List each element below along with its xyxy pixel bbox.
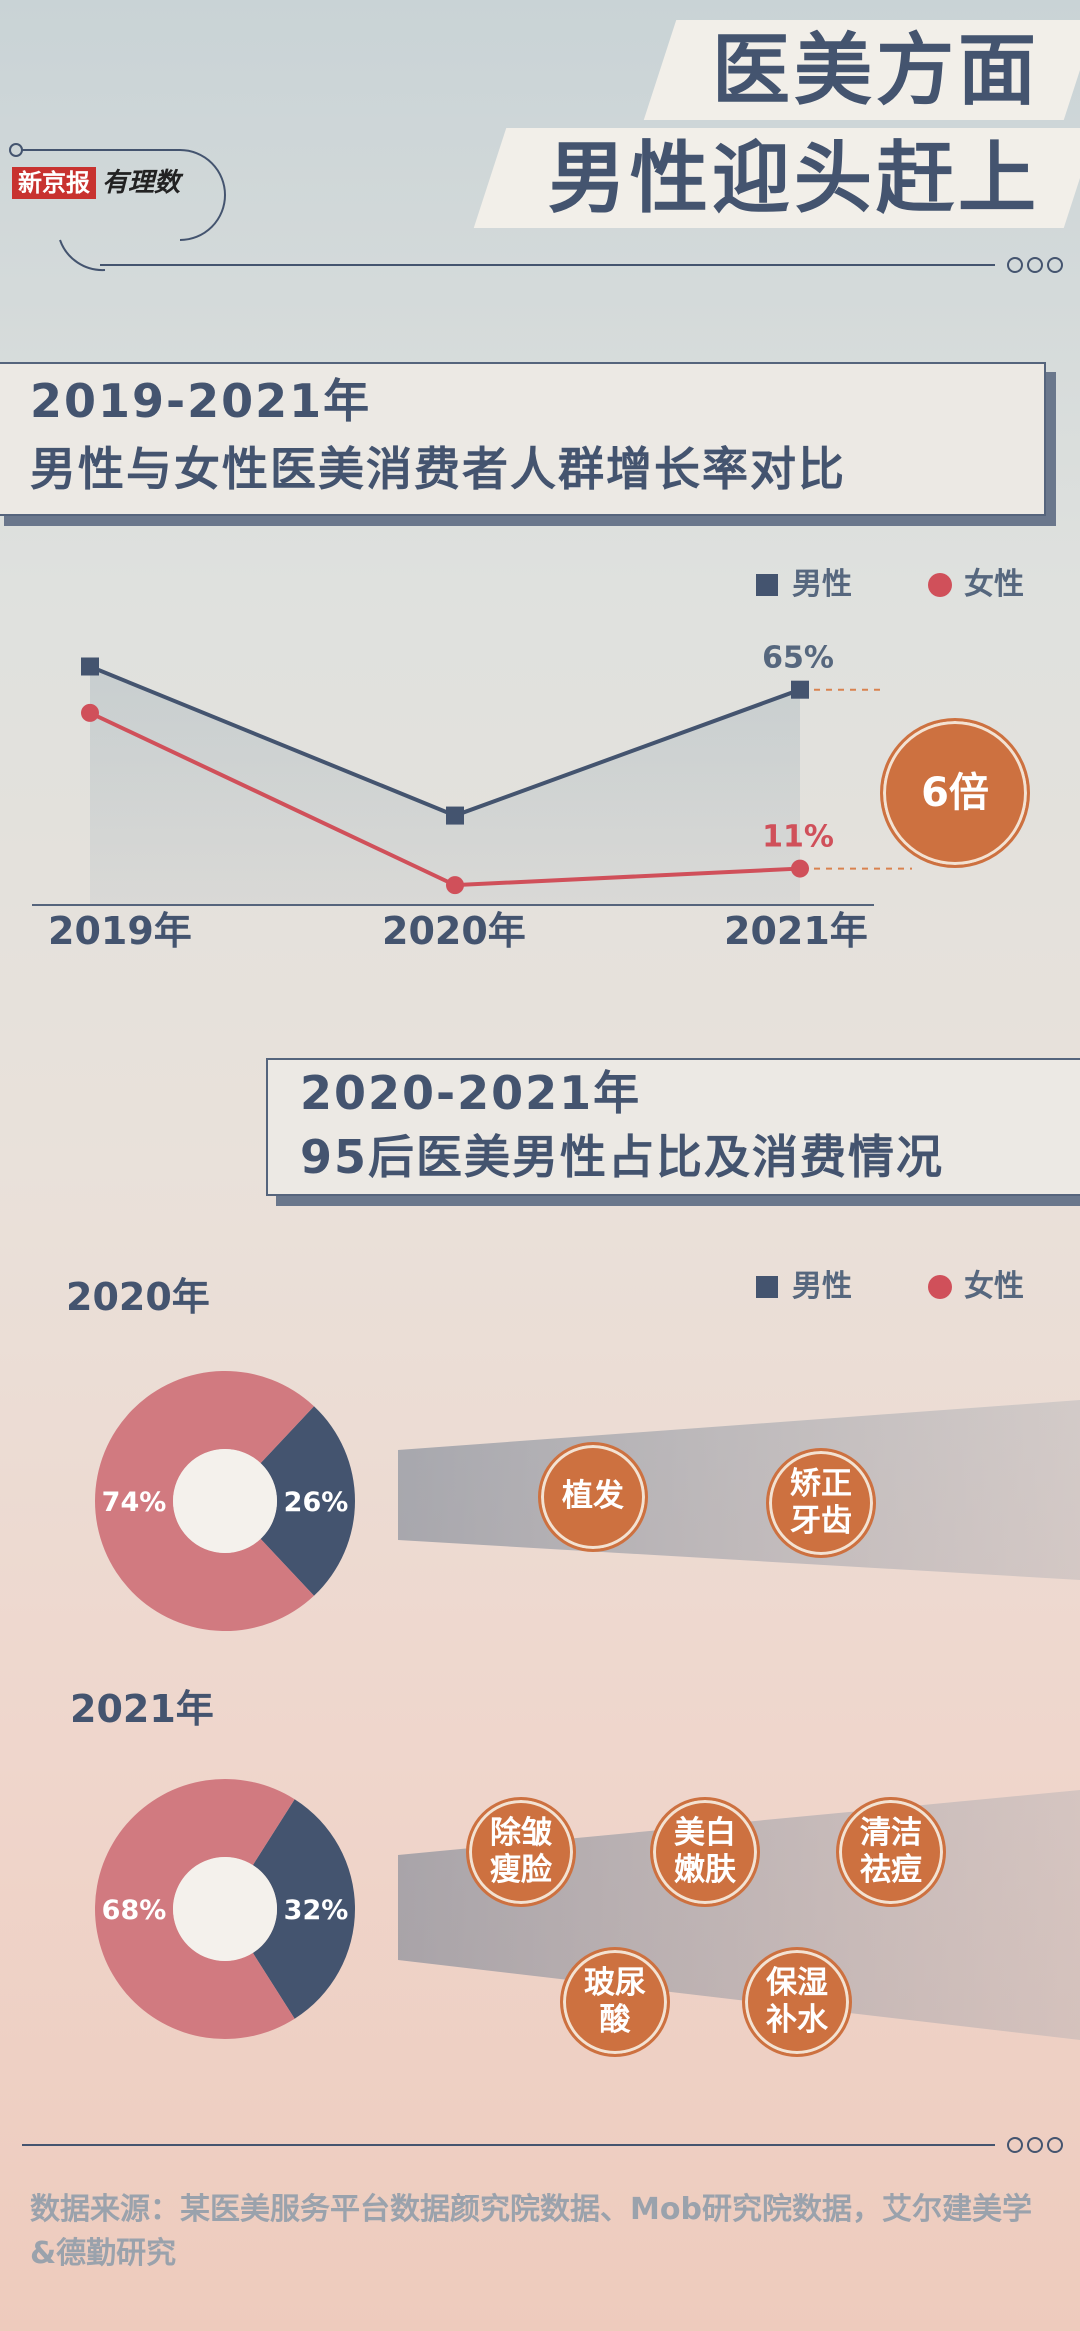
female-slice — [95, 1779, 295, 2039]
pie2021-year-label: 2021年 — [70, 1687, 214, 1731]
section2-title-line1: 2020-2021年 — [300, 1066, 642, 1120]
legend2-female-label: 女性 — [964, 1269, 1024, 1304]
male-point-2019年 — [81, 657, 99, 676]
item2021-item-5: 保湿 补水 — [742, 1947, 852, 2057]
female-point-2021年 — [791, 859, 809, 878]
item2021-item-line2: 祛痘 — [860, 1852, 922, 1888]
item2021-item-text: 保湿 补水 — [766, 1965, 828, 2039]
item2021-item-text: 美白 嫩肤 — [674, 1815, 736, 1889]
logo-brand: 新京报 — [12, 166, 96, 200]
male-point-2020年 — [446, 806, 464, 825]
section1-title-line1: 2019-2021年 — [30, 374, 372, 428]
legend1-female-swatch — [928, 573, 952, 597]
male-percent-label: 26% — [284, 1487, 349, 1518]
male-2021-value-label: 65% — [762, 641, 834, 676]
line-chart: 65% 11% — [32, 641, 912, 906]
item2020-item-line2: 牙齿 — [790, 1503, 852, 1539]
legend1-male-label: 男性 — [792, 567, 852, 602]
item2021-item-1: 除皱 瘦脸 — [466, 1797, 576, 1907]
logo-sub: 有理数 — [102, 168, 181, 198]
data-source-note: 数据来源：某医美服务平台数据颜究院数据、Mob研究院数据，艾尔建美学&德勤研究 — [30, 2192, 1032, 2271]
item2021-item-text: 玻尿酸 — [584, 1965, 646, 2039]
item2020-item-1: 植发 — [538, 1442, 648, 1552]
item2021-item-text: 除皱 瘦脸 — [490, 1815, 552, 1889]
item2020-item-2: 矫正 牙齿 — [766, 1448, 876, 1558]
female-percent-label: 68% — [102, 1895, 167, 1926]
xtick-2019: 2019年 — [48, 909, 192, 953]
item2020-item-text: 植发 — [562, 1478, 624, 1515]
legend2-male-swatch — [756, 1276, 778, 1298]
section1-title-box — [0, 362, 1046, 516]
item2021-item-line1: 保湿 — [766, 1964, 828, 2001]
male-slice — [260, 1406, 355, 1596]
item2021-item-text: 清洁 祛痘 — [860, 1815, 922, 1889]
section2-title-line2: 95后医美男性占比及消费情况 — [300, 1130, 945, 1184]
item2020-item-line1: 植发 — [562, 1478, 624, 1515]
item2021-item-line2: 瘦脸 — [490, 1852, 552, 1888]
section1-title-line2: 男性与女性医美消费者人群增长率对比 — [30, 442, 846, 496]
item2021-item-line1: 除皱 — [490, 1814, 552, 1851]
logo: 新京报 有理数 — [12, 165, 180, 201]
legend2-male-label: 男性 — [792, 1269, 852, 1304]
donut-hole — [173, 1449, 277, 1553]
female-point-2019年 — [81, 703, 99, 722]
item2021-item-line2: 嫩肤 — [674, 1852, 736, 1888]
xtick-2020: 2020年 — [382, 909, 526, 953]
section2-title-box — [266, 1058, 1080, 1196]
item2021-item-line1: 美白 — [674, 1814, 736, 1851]
item2021-item-2: 美白 嫩肤 — [650, 1797, 760, 1907]
donut-hole — [173, 1857, 277, 1961]
legend2-female-swatch — [928, 1275, 952, 1299]
female-point-2020年 — [446, 876, 464, 895]
female-percent-label: 74% — [102, 1487, 167, 1518]
legend1-female-label: 女性 — [964, 567, 1024, 602]
item2021-item-4: 玻尿酸 — [560, 1947, 670, 2057]
header-frame — [9, 143, 1063, 273]
item2021-item-line1: 清洁 — [860, 1814, 922, 1851]
item2021-item-3: 清洁 祛痘 — [836, 1797, 946, 1907]
xtick-2021: 2021年 — [724, 909, 868, 953]
item2021-item-line2: 补水 — [766, 2002, 828, 2038]
male-area — [90, 666, 800, 905]
footer-line — [22, 2137, 1063, 2153]
item2021-item-line1: 玻尿 — [584, 1964, 646, 2001]
female-2021-value-label: 11% — [762, 820, 834, 855]
donut-chart-2021: 32% 68% — [95, 1779, 356, 2039]
pie2020-year-label: 2020年 — [66, 1275, 210, 1319]
item2020-item-line1: 矫正 — [790, 1465, 852, 1502]
item2020-item-text: 矫正 牙齿 — [790, 1466, 852, 1540]
main-title-line1: 医美方面 — [711, 26, 1040, 116]
female-slice — [94, 1371, 314, 1631]
male-percent-label: 32% — [284, 1895, 349, 1926]
donut-chart-2020: 26% 74% — [94, 1371, 355, 1631]
male-point-2021年 — [791, 680, 809, 699]
legend1-male-swatch — [756, 574, 778, 596]
male-slice — [252, 1799, 356, 2019]
item2021-item-line2: 酸 — [599, 2002, 631, 2038]
main-title-line2: 男性迎头赶上 — [547, 134, 1040, 224]
ratio-badge: 6倍 — [880, 718, 1030, 868]
